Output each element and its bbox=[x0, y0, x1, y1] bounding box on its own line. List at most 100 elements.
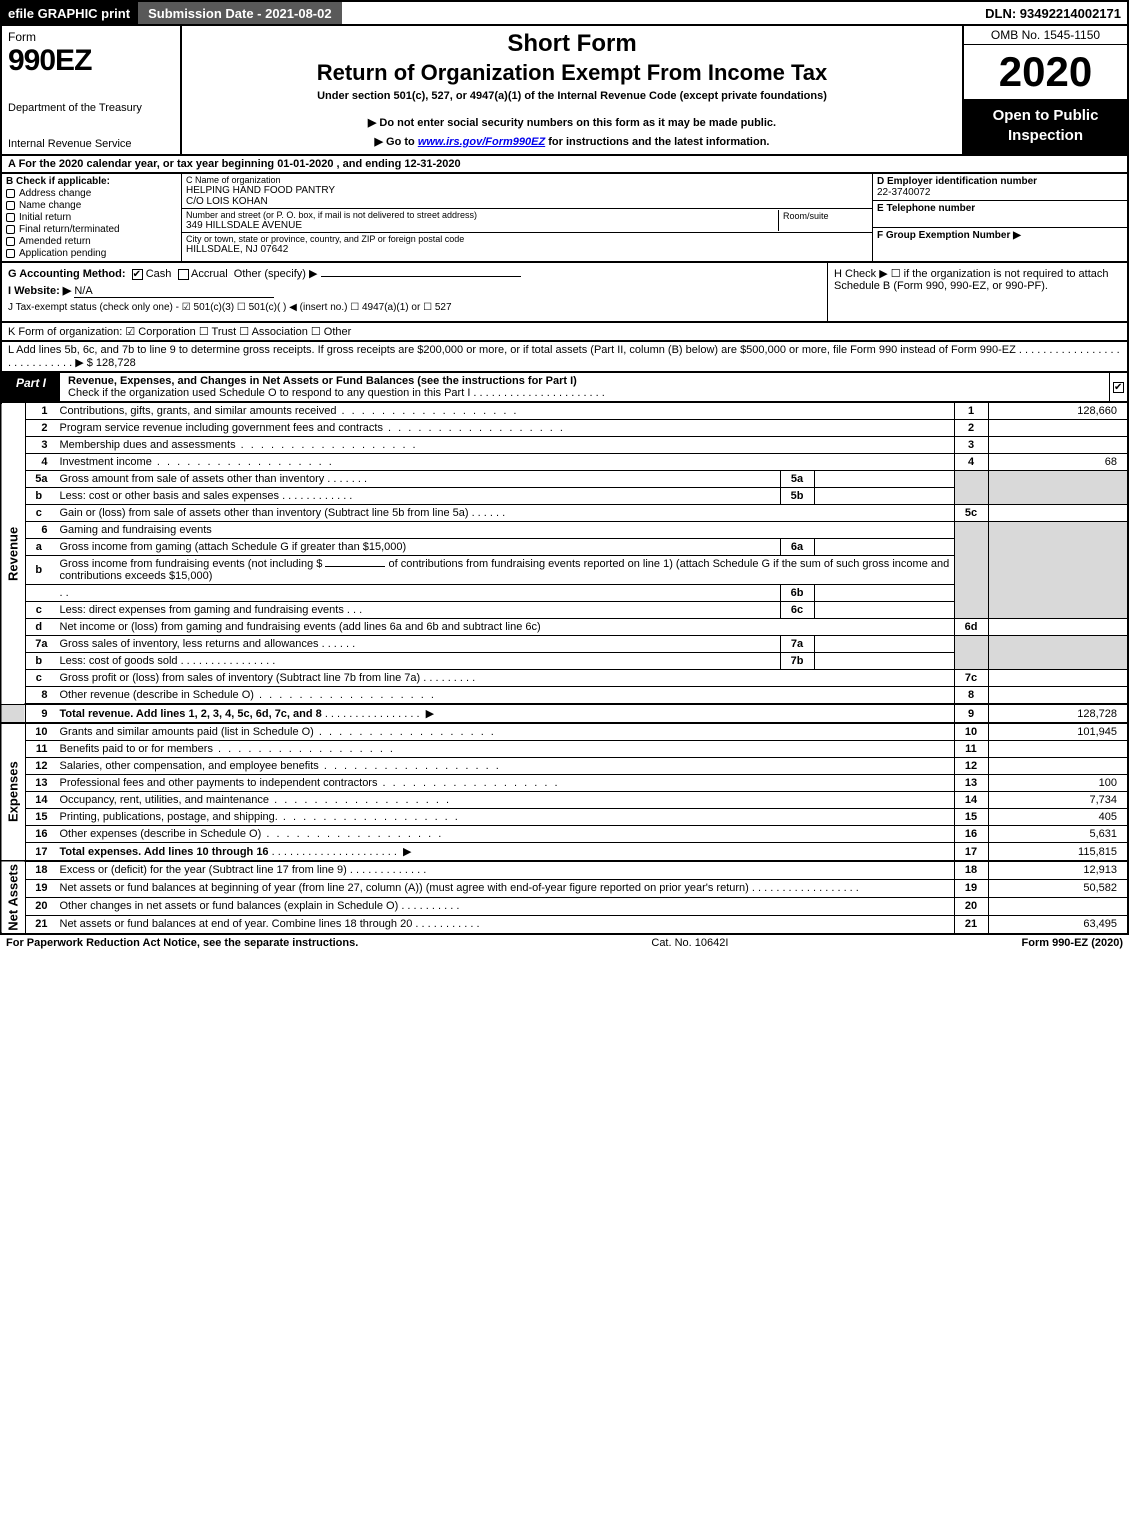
line-num: 3 bbox=[26, 437, 56, 454]
line-desc: Professional fees and other payments to … bbox=[60, 777, 378, 789]
line-desc: Net assets or fund balances at beginning… bbox=[60, 882, 749, 894]
line-desc: Gross amount from sale of assets other t… bbox=[60, 473, 325, 485]
line-num: 9 bbox=[26, 704, 56, 723]
line-num: 12 bbox=[26, 758, 56, 775]
blank bbox=[26, 585, 56, 602]
line-desc: Occupancy, rent, utilities, and maintena… bbox=[60, 794, 270, 806]
part-1-bar: Part I Revenue, Expenses, and Changes in… bbox=[0, 373, 1129, 403]
org-block: B Check if applicable: Address change Na… bbox=[0, 174, 1129, 263]
header-left: Form 990EZ Department of the Treasury In… bbox=[2, 26, 182, 154]
line-value: 12,913 bbox=[988, 861, 1128, 879]
grey-cell bbox=[954, 522, 988, 539]
grey-cell bbox=[988, 602, 1128, 619]
part-1-schedule-o-checkbox[interactable] bbox=[1113, 382, 1124, 393]
header-right: OMB No. 1545-1150 2020 Open to Public In… bbox=[962, 26, 1127, 154]
line-value: 68 bbox=[988, 454, 1128, 471]
grey-cell bbox=[988, 636, 1128, 653]
line-rnum: 1 bbox=[954, 403, 988, 420]
line-6b-d1: Gross income from fundraising events (no… bbox=[60, 558, 323, 570]
irs-link[interactable]: www.irs.gov/Form990EZ bbox=[418, 136, 545, 148]
d-ein-label: D Employer identification number bbox=[877, 176, 1037, 187]
department-line-1: Department of the Treasury bbox=[8, 102, 174, 114]
mid-value bbox=[814, 636, 954, 653]
checkbox-application-pending[interactable] bbox=[6, 249, 15, 258]
line-num: 6 bbox=[26, 522, 56, 539]
c-name-label: C Name of organization bbox=[186, 175, 868, 185]
line-num: 18 bbox=[26, 861, 56, 879]
line-num: 8 bbox=[26, 687, 56, 705]
mid-num: 7a bbox=[780, 636, 814, 653]
line-rnum: 6d bbox=[954, 619, 988, 636]
i-label: I Website: ▶ bbox=[8, 285, 71, 297]
opt-final-return: Final return/terminated bbox=[19, 224, 120, 235]
mid-num: 6a bbox=[780, 539, 814, 556]
checkbox-initial-return[interactable] bbox=[6, 213, 15, 222]
line-desc: Program service revenue including govern… bbox=[60, 422, 383, 434]
line-value bbox=[988, 758, 1128, 775]
row-j: J Tax-exempt status (check only one) - ☑… bbox=[8, 302, 821, 313]
subtitle-3: ▶ Go to www.irs.gov/Form990EZ for instru… bbox=[190, 135, 954, 148]
g-cash: Cash bbox=[146, 268, 172, 280]
short-form-title: Short Form bbox=[190, 30, 954, 58]
side-label-expenses: Expenses bbox=[1, 723, 26, 861]
checkbox-final-return[interactable] bbox=[6, 225, 15, 234]
line-num: c bbox=[26, 505, 56, 522]
form-header: Form 990EZ Department of the Treasury In… bbox=[0, 26, 1129, 156]
part-1-table: Revenue 1 Contributions, gifts, grants, … bbox=[0, 403, 1129, 935]
line-rnum: 15 bbox=[954, 809, 988, 826]
checkbox-address-change[interactable] bbox=[6, 189, 15, 198]
line-desc: Benefits paid to or for members bbox=[60, 743, 213, 755]
part-1-subtitle: Check if the organization used Schedule … bbox=[68, 387, 605, 399]
sub3-pre: ▶ Go to bbox=[375, 136, 418, 148]
checkbox-amended-return[interactable] bbox=[6, 237, 15, 246]
line-rnum: 8 bbox=[954, 687, 988, 705]
line-desc: Less: direct expenses from gaming and fu… bbox=[60, 604, 344, 616]
footer-form-ref: Form 990-EZ (2020) bbox=[1022, 937, 1123, 949]
line-desc: Total expenses. Add lines 10 through 16 bbox=[60, 846, 269, 858]
grey-cell bbox=[954, 636, 988, 653]
line-num: 21 bbox=[26, 915, 56, 933]
mid-value bbox=[814, 653, 954, 670]
checkbox-cash[interactable] bbox=[132, 269, 143, 280]
mid-value bbox=[814, 585, 954, 602]
line-value: 50,582 bbox=[988, 879, 1128, 897]
grey-cell bbox=[954, 602, 988, 619]
mid-value bbox=[814, 471, 954, 488]
line-num: c bbox=[26, 602, 56, 619]
org-name-2: C/O LOIS KOHAN bbox=[186, 196, 868, 207]
row-g: G Accounting Method: Cash Accrual Other … bbox=[8, 267, 821, 280]
line-6b-input[interactable] bbox=[325, 566, 385, 567]
opt-name-change: Name change bbox=[19, 200, 81, 211]
line-num: b bbox=[26, 488, 56, 505]
line-value bbox=[988, 437, 1128, 454]
checkbox-name-change[interactable] bbox=[6, 201, 15, 210]
line-num: 2 bbox=[26, 420, 56, 437]
opt-amended-return: Amended return bbox=[19, 236, 91, 247]
line-rnum: 16 bbox=[954, 826, 988, 843]
opt-address-change: Address change bbox=[19, 188, 91, 199]
footer-cat-no: Cat. No. 10642I bbox=[651, 937, 728, 949]
tax-year: 2020 bbox=[964, 45, 1127, 100]
g-other-input[interactable] bbox=[321, 276, 521, 277]
form-number: 990EZ bbox=[8, 44, 174, 78]
line-rnum: 17 bbox=[954, 843, 988, 862]
line-num: 13 bbox=[26, 775, 56, 792]
line-value: 405 bbox=[988, 809, 1128, 826]
line-num: 14 bbox=[26, 792, 56, 809]
efile-label[interactable]: efile GRAPHIC print bbox=[2, 2, 136, 24]
line-rnum: 13 bbox=[954, 775, 988, 792]
line-desc: Gaming and fundraising events bbox=[56, 522, 955, 539]
line-desc: Printing, publications, postage, and shi… bbox=[60, 811, 278, 823]
line-num: d bbox=[26, 619, 56, 636]
org-city: HILLSDALE, NJ 07642 bbox=[186, 244, 868, 255]
checkbox-accrual[interactable] bbox=[178, 269, 189, 280]
mid-num: 5a bbox=[780, 471, 814, 488]
side-spacer bbox=[1, 704, 26, 723]
col-b-header: B Check if applicable: bbox=[6, 176, 177, 187]
line-rnum: 11 bbox=[954, 741, 988, 758]
mid-value bbox=[814, 488, 954, 505]
top-bar: efile GRAPHIC print Submission Date - 20… bbox=[0, 0, 1129, 26]
mid-num: 7b bbox=[780, 653, 814, 670]
line-value bbox=[988, 741, 1128, 758]
g-other: Other (specify) ▶ bbox=[234, 268, 318, 280]
